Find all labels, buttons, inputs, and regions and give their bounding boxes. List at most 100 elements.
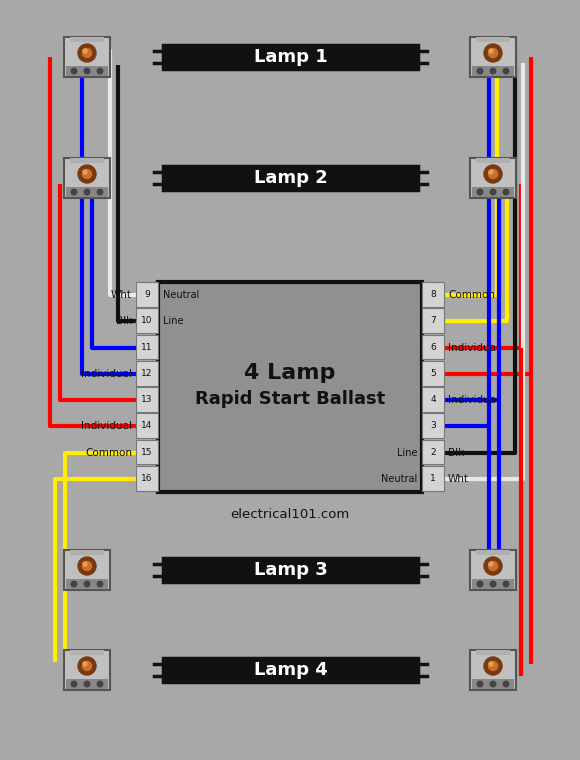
Text: Lamp 4: Lamp 4 xyxy=(253,661,327,679)
Circle shape xyxy=(97,581,103,587)
Circle shape xyxy=(484,657,502,675)
Bar xyxy=(136,309,158,333)
Bar xyxy=(136,282,158,307)
Text: Line: Line xyxy=(397,448,417,458)
Bar xyxy=(422,439,444,464)
Text: Individual: Individual xyxy=(448,395,499,405)
Circle shape xyxy=(490,68,496,74)
Text: 9: 9 xyxy=(144,290,150,299)
Text: 16: 16 xyxy=(142,474,153,483)
Circle shape xyxy=(84,68,90,74)
Text: Neutral: Neutral xyxy=(380,474,417,484)
Circle shape xyxy=(489,662,493,666)
Circle shape xyxy=(71,68,77,74)
Circle shape xyxy=(97,189,103,195)
Circle shape xyxy=(82,562,92,571)
Bar xyxy=(158,282,422,492)
Text: Lamp 1: Lamp 1 xyxy=(253,48,327,66)
Bar xyxy=(70,550,104,555)
Circle shape xyxy=(78,44,96,62)
Bar xyxy=(470,550,516,590)
Text: 2: 2 xyxy=(430,448,436,457)
Text: Wht: Wht xyxy=(111,290,132,300)
Bar xyxy=(136,334,158,359)
Bar xyxy=(70,158,104,163)
Bar xyxy=(163,658,418,682)
Bar xyxy=(66,579,108,589)
Text: Lamp 3: Lamp 3 xyxy=(253,561,327,579)
Text: Individual: Individual xyxy=(81,369,132,379)
Bar xyxy=(476,37,510,42)
Bar xyxy=(476,550,510,555)
Circle shape xyxy=(503,581,509,587)
Text: 10: 10 xyxy=(142,316,153,325)
Circle shape xyxy=(489,170,493,174)
Text: Blk: Blk xyxy=(116,316,132,326)
Circle shape xyxy=(477,681,483,687)
Bar xyxy=(422,361,444,385)
Circle shape xyxy=(489,49,493,53)
Bar xyxy=(470,650,516,690)
Circle shape xyxy=(484,44,502,62)
Bar xyxy=(70,650,104,655)
Text: Lamp 2: Lamp 2 xyxy=(253,169,327,187)
Text: 5: 5 xyxy=(430,369,436,378)
Circle shape xyxy=(490,681,496,687)
Bar xyxy=(422,387,444,412)
Circle shape xyxy=(78,165,96,183)
Bar xyxy=(136,439,158,464)
Bar xyxy=(422,309,444,333)
Bar xyxy=(163,166,418,190)
Bar xyxy=(136,466,158,490)
Bar xyxy=(136,387,158,412)
Circle shape xyxy=(484,165,502,183)
Circle shape xyxy=(71,681,77,687)
Circle shape xyxy=(503,68,509,74)
Text: Rapid Start Ballast: Rapid Start Ballast xyxy=(195,390,385,408)
Circle shape xyxy=(71,189,77,195)
Bar xyxy=(66,679,108,689)
Bar xyxy=(136,361,158,385)
Bar xyxy=(470,37,516,77)
Text: electrical101.com: electrical101.com xyxy=(230,508,350,521)
Text: 3: 3 xyxy=(430,421,436,430)
Circle shape xyxy=(83,170,87,174)
Text: Common: Common xyxy=(448,290,495,300)
Circle shape xyxy=(489,562,493,566)
Bar xyxy=(64,158,110,198)
Circle shape xyxy=(484,557,502,575)
Circle shape xyxy=(84,581,90,587)
Circle shape xyxy=(78,657,96,675)
Bar xyxy=(470,158,516,198)
Bar xyxy=(472,187,514,197)
Circle shape xyxy=(97,681,103,687)
Text: Neutral: Neutral xyxy=(163,290,200,300)
Bar xyxy=(64,550,110,590)
Circle shape xyxy=(84,189,90,195)
Text: 4: 4 xyxy=(430,395,436,404)
Text: 6: 6 xyxy=(430,343,436,352)
Bar xyxy=(163,558,418,582)
Circle shape xyxy=(71,581,77,587)
Circle shape xyxy=(488,169,498,179)
Text: Individual: Individual xyxy=(448,343,499,353)
Bar xyxy=(163,45,418,69)
Circle shape xyxy=(477,581,483,587)
Text: 8: 8 xyxy=(430,290,436,299)
Circle shape xyxy=(82,169,92,179)
Circle shape xyxy=(83,49,87,53)
Circle shape xyxy=(82,661,92,670)
Circle shape xyxy=(83,562,87,566)
Bar xyxy=(422,466,444,490)
Bar xyxy=(64,650,110,690)
Text: 11: 11 xyxy=(142,343,153,352)
Bar xyxy=(422,413,444,438)
Text: Common: Common xyxy=(85,448,132,458)
Bar xyxy=(66,187,108,197)
Bar xyxy=(422,282,444,307)
Bar xyxy=(66,66,108,76)
Text: Individual: Individual xyxy=(81,421,132,432)
Bar xyxy=(472,679,514,689)
Circle shape xyxy=(82,49,92,58)
Circle shape xyxy=(503,681,509,687)
